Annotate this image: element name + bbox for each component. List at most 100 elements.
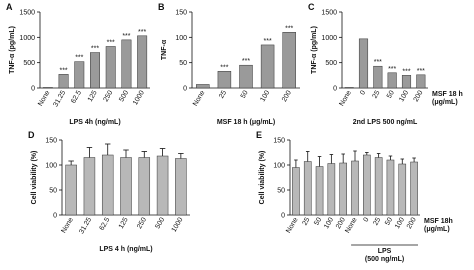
bar bbox=[410, 161, 418, 216]
x-tick-label: 500 bbox=[118, 89, 130, 103]
significance: *** bbox=[107, 39, 115, 46]
significance: *** bbox=[402, 68, 410, 75]
y-tick-label: 100 bbox=[45, 163, 57, 170]
series-label: (μg/mL) bbox=[424, 226, 450, 233]
significance: *** bbox=[417, 68, 425, 75]
y-tick-label: 1500 bbox=[19, 10, 35, 17]
x-tick-label: 50 bbox=[240, 89, 250, 99]
y-tick-label: 150 bbox=[175, 10, 187, 17]
y-tick-label: 1000 bbox=[321, 35, 337, 42]
significance: *** bbox=[122, 33, 130, 40]
x-tick-label: 62.5 bbox=[70, 89, 83, 104]
x-tick-label: 250 bbox=[136, 216, 148, 230]
x-tick-label: 125 bbox=[118, 216, 130, 230]
series-label: MSF 18h bbox=[424, 218, 453, 225]
bar bbox=[65, 164, 77, 216]
bar bbox=[83, 157, 96, 216]
y-tick-label: 0 bbox=[183, 86, 187, 93]
significance: *** bbox=[264, 38, 272, 45]
x-tick-label: 100 bbox=[398, 89, 410, 103]
x-tick-label: 25 bbox=[372, 216, 382, 226]
x-tick-label: 500 bbox=[154, 216, 166, 230]
bar bbox=[260, 44, 275, 89]
x-tick-label: 0 bbox=[359, 89, 367, 96]
bar bbox=[374, 157, 383, 216]
x-axis-label: MSF 18 h (μg/mL) bbox=[217, 119, 275, 126]
bar bbox=[137, 35, 148, 89]
y-tick-label: 150 bbox=[273, 138, 285, 145]
x-tick-label: 50 bbox=[384, 216, 394, 226]
bar bbox=[217, 71, 232, 89]
panel-label: D bbox=[28, 130, 35, 140]
y-tick-label: 150 bbox=[45, 138, 57, 145]
panel-label: B bbox=[158, 2, 165, 12]
y-axis-label: TNF-α (pg/mL) bbox=[311, 26, 318, 74]
y-tick-label: 1000 bbox=[19, 35, 35, 42]
panel-label: A bbox=[6, 2, 13, 12]
significance: *** bbox=[374, 59, 382, 66]
x-axis-label: 2nd LPS 500 ng/mL bbox=[353, 119, 418, 126]
significance: *** bbox=[242, 58, 250, 65]
x-tick-label: 25 bbox=[372, 89, 382, 99]
x-tick-label: 0 bbox=[363, 216, 371, 223]
x-tick-label: 125 bbox=[87, 89, 99, 103]
x-tick-label: 25 bbox=[218, 89, 228, 99]
y-tick-label: 0 bbox=[333, 86, 337, 93]
significance: *** bbox=[91, 46, 99, 53]
x-tick-label: None bbox=[344, 216, 358, 234]
bar bbox=[363, 154, 371, 216]
series-label: MSF 18 h bbox=[432, 91, 463, 98]
bar bbox=[105, 46, 116, 89]
y-axis-label: TNF-α bbox=[161, 39, 168, 60]
x-tick-label: 200 bbox=[406, 216, 418, 230]
bar bbox=[387, 72, 397, 89]
y-tick-label: 50 bbox=[277, 188, 285, 195]
bar bbox=[344, 87, 354, 89]
x-tick-label: 100 bbox=[323, 216, 335, 230]
bar bbox=[58, 74, 69, 89]
y-tick-label: 500 bbox=[23, 60, 35, 67]
group-label: (500 ng/mL) bbox=[365, 256, 404, 263]
bar bbox=[90, 52, 100, 89]
x-tick-label: 200 bbox=[281, 89, 293, 103]
y-tick-label: 1500 bbox=[321, 10, 337, 17]
x-tick-label: 50 bbox=[313, 216, 323, 226]
x-tick-label: 100 bbox=[259, 89, 271, 103]
y-tick-label: 100 bbox=[273, 163, 285, 170]
x-tick-label: 62.5 bbox=[99, 216, 112, 231]
y-tick-label: 500 bbox=[325, 60, 337, 67]
y-tick-label: 50 bbox=[49, 188, 57, 195]
x-axis-label: LPS 4 h (ng/mL) bbox=[99, 246, 152, 253]
significance: *** bbox=[388, 66, 396, 73]
bar bbox=[121, 39, 132, 89]
x-tick-label: None bbox=[338, 89, 352, 107]
x-tick-label: 25 bbox=[301, 216, 311, 226]
bar bbox=[373, 65, 383, 89]
bar bbox=[416, 74, 426, 89]
bar bbox=[74, 61, 85, 89]
bar bbox=[315, 166, 324, 216]
group-label: LPS bbox=[378, 248, 392, 255]
x-tick-label: 200 bbox=[335, 216, 347, 230]
bar bbox=[303, 161, 312, 216]
bar bbox=[239, 64, 253, 89]
significance: *** bbox=[138, 29, 146, 36]
x-tick-label: None bbox=[60, 216, 74, 234]
x-tick-label: None bbox=[192, 89, 206, 107]
y-tick-label: 50 bbox=[179, 60, 187, 67]
y-axis-label: TNF-α (pg/mL) bbox=[9, 26, 16, 74]
bar bbox=[101, 154, 114, 216]
bar bbox=[292, 167, 300, 216]
significance: *** bbox=[59, 67, 67, 74]
bar bbox=[282, 32, 296, 89]
x-tick-label: 31.25 bbox=[52, 89, 67, 108]
x-tick-label: 50 bbox=[386, 89, 396, 99]
y-tick-label: 0 bbox=[281, 213, 285, 220]
significance: *** bbox=[220, 64, 228, 71]
significance: *** bbox=[75, 55, 83, 62]
bar bbox=[175, 158, 187, 216]
x-tick-label: 250 bbox=[103, 89, 115, 103]
panel-label: C bbox=[308, 2, 315, 12]
bar bbox=[386, 159, 395, 216]
